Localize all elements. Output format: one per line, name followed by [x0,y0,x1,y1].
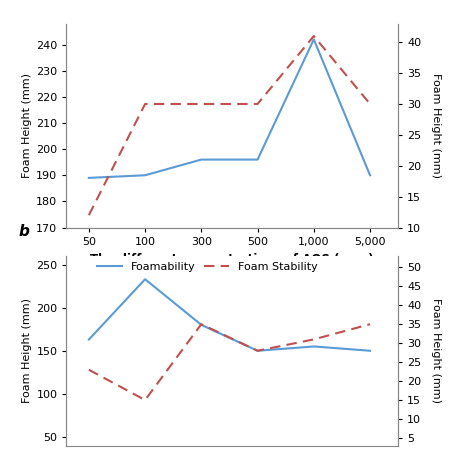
Foam Stability [367,321,373,327]
Line: Foamability: Foamability [89,279,370,351]
Y-axis label: Foam Height (mm): Foam Height (mm) [431,73,441,178]
Foam Stability [255,348,260,354]
Foam Stability [86,367,91,373]
Legend: Foamability, Foam Stability: Foamability, Foam Stability [93,258,322,277]
Line: Foam Stability: Foam Stability [89,324,370,400]
Text: b: b [19,224,30,239]
X-axis label: The different concentrations of AOS (ppm): The different concentrations of AOS (ppm… [91,254,374,266]
Foamability [367,348,373,354]
Foamability [142,276,148,282]
Foamability [86,337,91,342]
Foamability [199,322,204,328]
Y-axis label: Foam Height (mm): Foam Height (mm) [431,298,441,403]
Foam Stability [142,397,148,403]
Y-axis label: Foam Height (mm): Foam Height (mm) [22,298,32,403]
Foamability [255,348,260,354]
Foamability [311,344,317,349]
Foam Stability [199,321,204,327]
Foam Stability [311,337,317,342]
Y-axis label: Foam Height (mm): Foam Height (mm) [22,73,32,178]
